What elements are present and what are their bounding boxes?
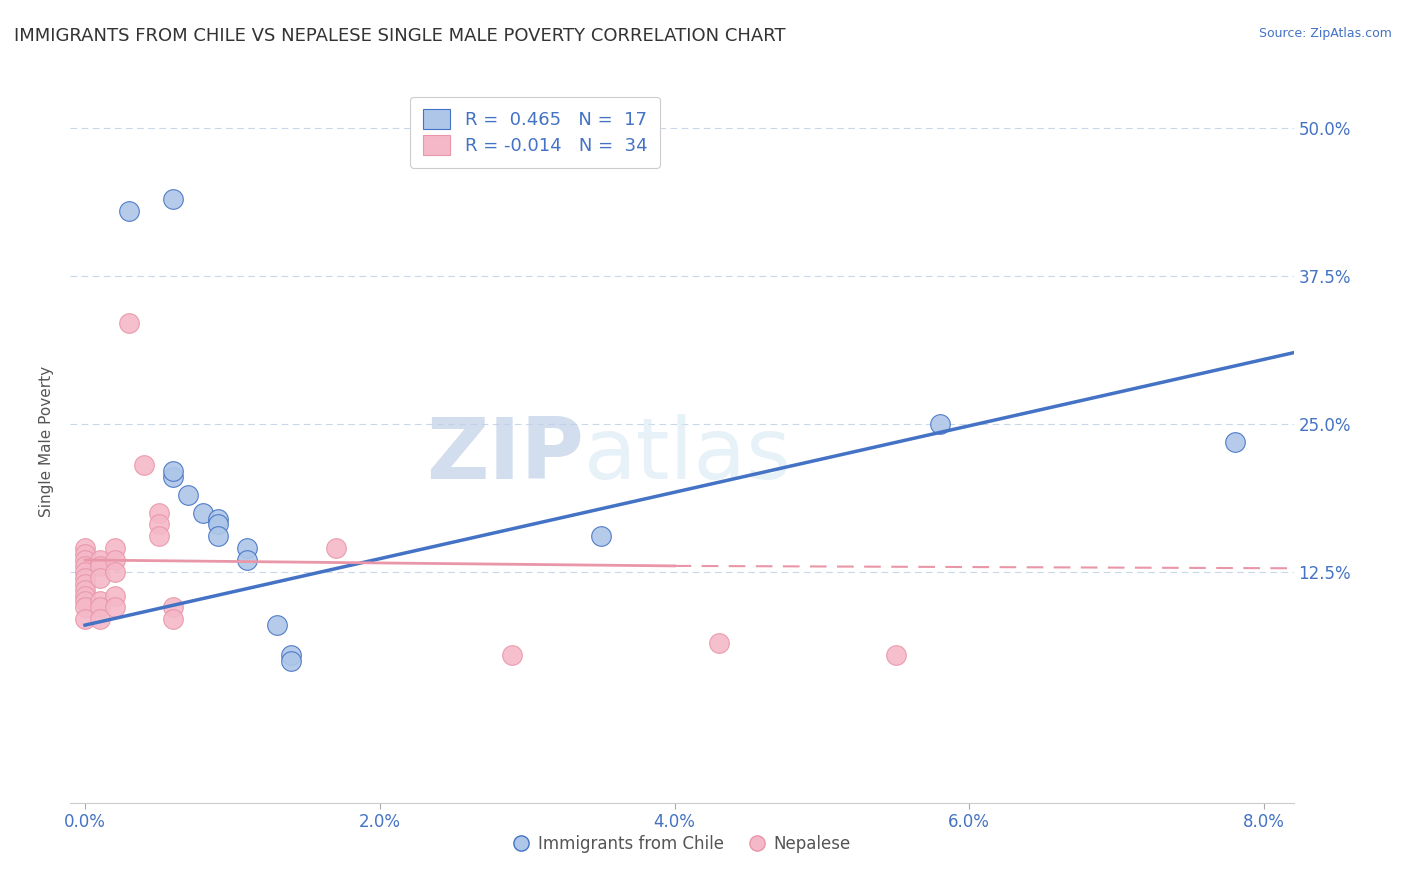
Y-axis label: Single Male Poverty: Single Male Poverty (39, 366, 55, 517)
Point (73, 589, 96, 603)
Point (73, 612, 96, 626)
Point (236, 541, 259, 556)
Point (89, 558, 111, 573)
Point (589, 529, 612, 543)
Point (73, 541, 96, 556)
Point (73, 594, 96, 608)
Point (103, 541, 125, 556)
Point (162, 600, 184, 615)
Point (928, 417, 950, 431)
Point (73, 600, 96, 615)
Point (162, 192, 184, 206)
Point (89, 553, 111, 567)
Text: IMMIGRANTS FROM CHILE VS NEPALESE SINGLE MALE POVERTY CORRELATION CHART: IMMIGRANTS FROM CHILE VS NEPALESE SINGLE… (14, 27, 786, 45)
Point (89, 612, 111, 626)
Point (103, 565, 125, 579)
Point (884, 648, 907, 662)
Point (118, 203, 141, 218)
Point (73, 571, 96, 585)
Point (162, 464, 184, 478)
Point (148, 517, 170, 532)
Point (73, 582, 96, 597)
Point (707, 636, 730, 650)
Point (89, 594, 111, 608)
Point (148, 506, 170, 520)
Point (177, 488, 200, 502)
Point (103, 553, 125, 567)
Point (236, 553, 259, 567)
Legend: Immigrants from Chile, Nepalese: Immigrants from Chile, Nepalese (506, 828, 858, 860)
Point (207, 511, 229, 525)
Point (89, 571, 111, 585)
Point (162, 470, 184, 484)
Text: atlas: atlas (583, 415, 792, 498)
Point (280, 648, 302, 662)
Point (103, 600, 125, 615)
Point (162, 612, 184, 626)
Point (89, 600, 111, 615)
Point (132, 458, 155, 473)
Point (73, 547, 96, 561)
Point (266, 618, 288, 632)
Point (280, 654, 302, 668)
Point (148, 529, 170, 543)
Point (207, 529, 229, 543)
Point (118, 316, 141, 330)
Point (73, 553, 96, 567)
Point (501, 648, 523, 662)
Point (207, 517, 229, 532)
Point (73, 558, 96, 573)
Point (103, 589, 125, 603)
Point (191, 506, 214, 520)
Point (1223, 434, 1246, 449)
Text: ZIP: ZIP (426, 415, 583, 498)
Point (325, 541, 347, 556)
Point (73, 565, 96, 579)
Point (73, 576, 96, 591)
Text: Source: ZipAtlas.com: Source: ZipAtlas.com (1258, 27, 1392, 40)
